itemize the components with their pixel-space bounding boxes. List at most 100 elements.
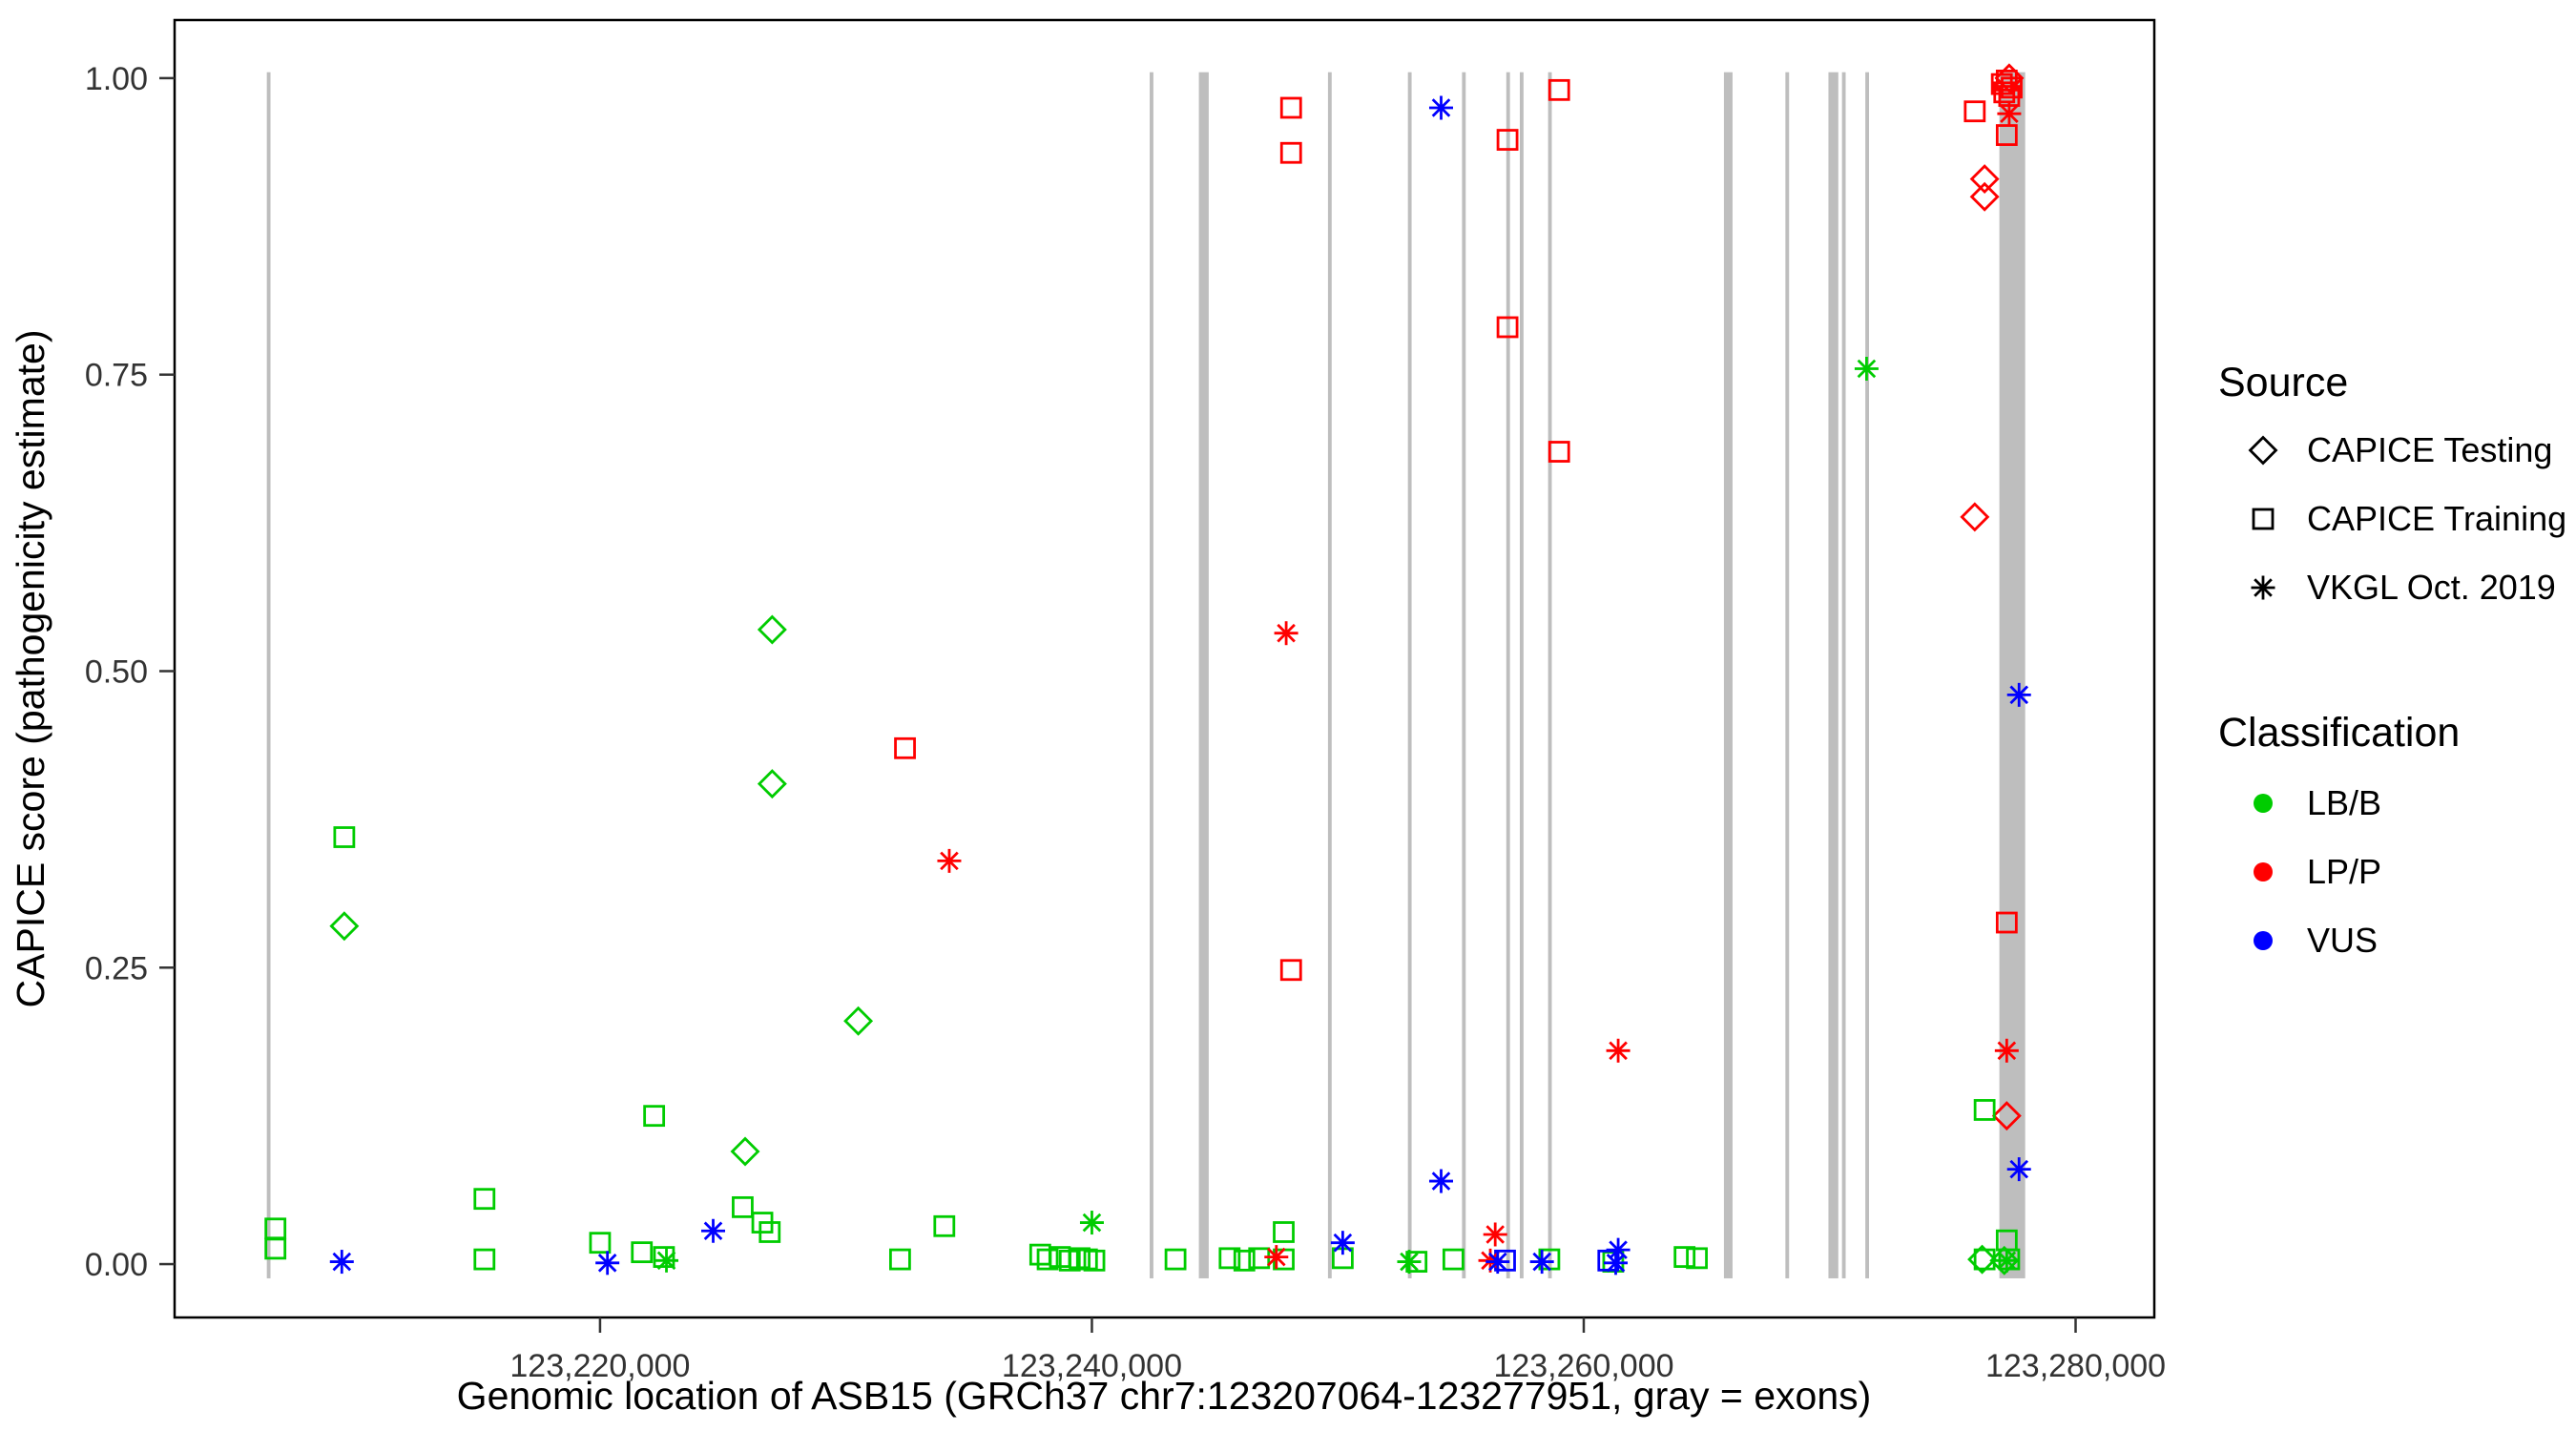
exon-bar <box>1519 72 1524 1278</box>
exon-bar <box>1198 72 1209 1278</box>
circle-marker <box>2254 931 2273 950</box>
data-point <box>1994 1038 2019 1063</box>
y-tick-label: 0.00 <box>85 1247 148 1283</box>
square-marker <box>473 1188 496 1211</box>
data-point <box>329 1250 354 1275</box>
asterisk-marker <box>1485 1225 1505 1244</box>
diamond-marker <box>1991 1101 2022 1131</box>
exon-bar <box>266 72 271 1278</box>
asterisk-marker <box>1431 1172 1451 1191</box>
data-point <box>653 1246 675 1268</box>
asterisk-marker <box>656 1251 676 1271</box>
x-tick-label: 123,240,000 <box>1002 1348 1182 1384</box>
diamond-marker <box>1967 1244 1998 1275</box>
square-marker <box>1963 100 1986 123</box>
square-marker <box>1442 1248 1465 1271</box>
asterisk-marker <box>1532 1252 1551 1272</box>
data-point <box>1442 1248 1465 1271</box>
x-tick-label: 123,260,000 <box>1493 1348 1673 1384</box>
y-tick-label: 0.50 <box>85 653 148 690</box>
data-point <box>1995 911 2018 934</box>
square-marker <box>1083 1249 1106 1272</box>
square-marker <box>1993 81 2016 104</box>
exon-bar <box>1548 72 1552 1278</box>
data-point <box>1960 502 1990 532</box>
asterisk-marker <box>940 851 959 871</box>
square-marker <box>1548 441 1570 463</box>
data-point <box>1028 1243 1051 1266</box>
square-marker <box>333 826 356 848</box>
data-point <box>473 1248 496 1271</box>
legend-source-symbol <box>2251 575 2275 600</box>
circle-marker <box>2254 862 2273 881</box>
diamond-marker <box>329 911 360 942</box>
asterisk-marker <box>1333 1233 1353 1253</box>
exon-bar <box>1865 72 1869 1278</box>
data-point <box>757 769 787 799</box>
asterisk-marker <box>1857 359 1877 379</box>
data-point <box>589 1232 612 1255</box>
asterisk-marker <box>703 1221 723 1241</box>
data-point <box>1529 1250 1554 1275</box>
asterisk-marker <box>2000 104 2019 123</box>
legend-classification-symbol <box>2254 862 2273 881</box>
data-point <box>1969 164 2000 195</box>
data-point <box>1496 129 1519 151</box>
legend-source-label: VKGL Oct. 2019 <box>2307 568 2556 607</box>
data-point <box>889 1248 911 1271</box>
square-marker <box>473 1248 496 1271</box>
data-point <box>1963 100 1986 123</box>
exon-bar <box>1407 72 1412 1278</box>
square-marker <box>643 1105 666 1128</box>
data-point <box>264 1237 287 1260</box>
legend-source-title: Source <box>2218 360 2348 405</box>
data-point <box>329 911 360 942</box>
legend-classification-symbol <box>2254 931 2273 950</box>
data-point <box>1994 1248 2019 1273</box>
data-point <box>1969 181 2000 212</box>
data-point <box>937 848 962 873</box>
legend-classification-label: VUS <box>2307 921 2378 960</box>
data-point <box>1548 78 1570 101</box>
square-marker <box>933 1214 956 1237</box>
diamond-marker <box>757 614 787 645</box>
data-point <box>843 1006 874 1036</box>
square-marker <box>1233 1249 1256 1272</box>
data-point <box>894 736 916 759</box>
data-point <box>730 1136 760 1167</box>
exon-bar <box>1150 72 1153 1278</box>
exon-bar <box>1723 72 1733 1278</box>
square-marker <box>1164 1248 1187 1271</box>
square-marker <box>1686 1247 1708 1270</box>
data-point <box>643 1105 666 1128</box>
data-point <box>1330 1231 1355 1255</box>
legend-source-symbol <box>2252 508 2275 530</box>
asterisk-marker <box>2254 578 2273 597</box>
square-marker <box>732 1195 754 1218</box>
data-point <box>2006 1157 2031 1182</box>
data-point <box>1428 1169 1453 1193</box>
asterisk-marker <box>1266 1247 1286 1267</box>
legend-classification-title: Classification <box>2218 710 2460 756</box>
data-point <box>1274 621 1298 646</box>
square-marker <box>589 1232 612 1255</box>
data-point <box>1995 70 2018 92</box>
square-marker <box>1273 1221 1295 1243</box>
panel-border <box>173 18 2156 1319</box>
data-point <box>1279 96 1302 119</box>
asterisk-marker <box>2009 1159 2029 1179</box>
data-point <box>654 1248 679 1273</box>
square-marker <box>1496 316 1519 339</box>
data-point <box>1991 1101 2022 1131</box>
x-axis-title: Genomic location of ASB15 (GRCh37 chr7:1… <box>457 1374 1872 1418</box>
asterisk-marker <box>1997 1041 2017 1061</box>
square-marker <box>631 1241 654 1264</box>
asterisk-marker <box>1400 1252 1419 1272</box>
x-tick-label: 123,280,000 <box>1985 1348 2166 1384</box>
data-point <box>1279 959 1302 982</box>
square-marker <box>1995 70 2018 92</box>
square-marker <box>1036 1248 1059 1271</box>
square-marker <box>758 1221 781 1243</box>
asterisk-marker <box>597 1254 617 1273</box>
square-marker <box>653 1246 675 1268</box>
